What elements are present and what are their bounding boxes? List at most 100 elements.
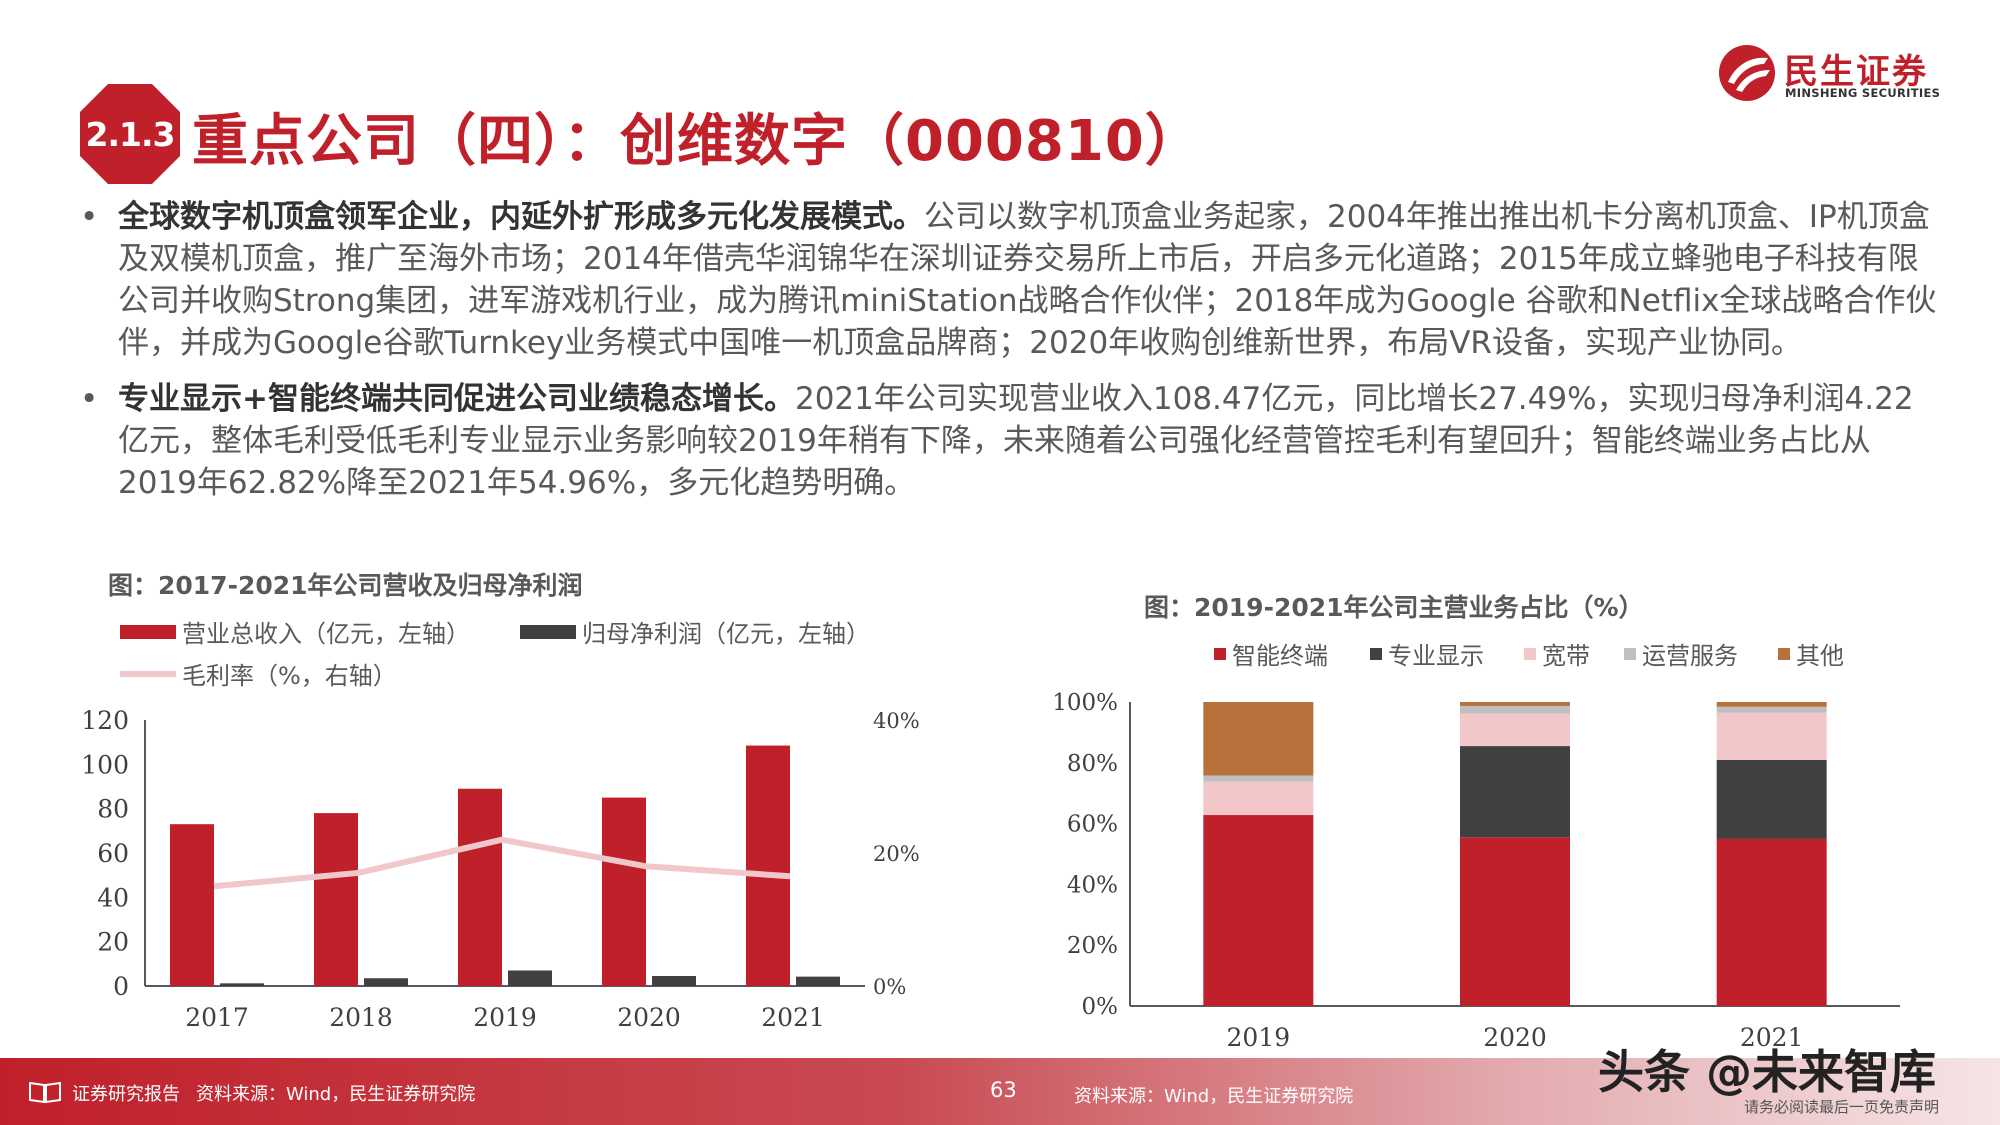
bullet-heading: 专业显示+智能终端共同促进公司业绩稳态增长。 — [118, 381, 795, 417]
stacked-bar-segment — [1203, 815, 1314, 1006]
bullet-item: • 全球数字机顶盒领军企业，内延外扩形成多元化发展模式。公司以数字机顶盒业务起家… — [78, 196, 1938, 364]
footer-source-right: 资料来源：Wind，民生证券研究院 — [1074, 1086, 1354, 1107]
x-tick-label: 2020 — [1483, 1023, 1547, 1052]
bullet-list: • 全球数字机顶盒领军企业，内延外扩形成多元化发展模式。公司以数字机顶盒业务起家… — [78, 196, 1938, 518]
logo-name-cn: 民生证券 — [1784, 52, 1928, 92]
legend-item: 归母净利润（亿元，左轴） — [520, 614, 870, 649]
legend-item: 毛利率（%，右轴） — [120, 656, 397, 691]
legend-label: 其他 — [1796, 642, 1844, 670]
net-profit-bar — [220, 983, 264, 986]
legend-item: 营业总收入（亿元，左轴） — [120, 614, 470, 649]
gross-margin-line — [213, 836, 791, 890]
revenue-bar — [314, 813, 358, 986]
legend-label: 智能终端 — [1232, 642, 1328, 670]
octagon-badge-icon — [80, 84, 180, 184]
section-number: 2.1.3 — [85, 114, 176, 154]
legend-item: 运营服务 — [1624, 636, 1738, 671]
legend-swatch — [520, 624, 576, 639]
stacked-bar-segment — [1716, 838, 1827, 1006]
y-tick-label-left: 60 — [97, 839, 129, 868]
section-badge: 2.1.3 — [78, 82, 182, 186]
minsheng-logo-icon — [1719, 45, 1775, 101]
company-logo: 民生证券 MINSHENG SECURITIES — [1718, 42, 1941, 104]
y-tick-label-left: 100 — [81, 750, 129, 779]
watermark: 头条 @未来智库 — [1598, 1045, 1937, 1099]
legend-swatch — [1778, 647, 1790, 660]
y-tick-label-right: 0% — [873, 975, 906, 999]
logo-name-en: MINSHENG SECURITIES — [1785, 86, 1941, 100]
revenue-bar — [602, 797, 646, 986]
y-tick-label-left: 80 — [97, 795, 129, 824]
stacked-bar-segment — [1716, 759, 1827, 839]
stacked-bar-segment — [1203, 775, 1314, 782]
y-tick-label: 100% — [1052, 690, 1118, 716]
net-profit-bar — [364, 978, 408, 986]
bullet-dot-icon: • — [80, 199, 99, 235]
legend-label: 营业总收入（亿元，左轴） — [182, 620, 470, 648]
stacked-bar-segment — [1716, 706, 1827, 713]
legend-swatch — [120, 670, 176, 677]
footer-disclaimer: 请务必阅读最后一页免责声明 — [1744, 1098, 1940, 1116]
open-book-icon — [29, 1081, 61, 1104]
legend-label: 毛利率（%，右轴） — [182, 662, 397, 690]
bullet-heading: 全球数字机顶盒领军企业，内延外扩形成多元化发展模式。 — [118, 199, 924, 235]
net-profit-bar — [796, 976, 840, 986]
y-tick-label-left: 40 — [97, 883, 129, 912]
legend-item: 宽带 — [1524, 636, 1590, 671]
stacked-bar-segment — [1460, 702, 1570, 706]
y-tick-label: 80% — [1067, 751, 1118, 777]
stacked-bar-segment — [1203, 702, 1314, 776]
stacked-bar-segment — [1716, 702, 1827, 707]
x-tick-label: 2019 — [1227, 1023, 1291, 1052]
revenue-bar — [170, 824, 214, 986]
legend-label: 运营服务 — [1642, 642, 1738, 670]
page-title: 重点公司（四）：创维数字（000810） — [192, 109, 1202, 174]
legend-label: 宽带 — [1542, 642, 1590, 670]
stacked-bar-segment — [1460, 746, 1570, 838]
net-profit-bar — [508, 970, 552, 986]
left-chart-title: 图：2017-2021年公司营收及归母净利润 — [108, 571, 583, 600]
legend-swatch — [1214, 647, 1226, 660]
stacked-bar-segment — [1460, 713, 1570, 747]
page-number: 63 — [990, 1078, 1017, 1102]
stacked-bar-segment — [1460, 837, 1570, 1006]
revenue-bar — [746, 745, 790, 986]
stacked-bar-segment — [1460, 705, 1570, 714]
y-tick-label: 0% — [1082, 994, 1119, 1020]
legend-label: 专业显示 — [1388, 642, 1484, 670]
y-tick-label: 60% — [1067, 812, 1118, 838]
legend-swatch — [1370, 647, 1382, 660]
legend-item: 智能终端 — [1214, 636, 1328, 671]
net-profit-bar — [652, 976, 696, 986]
legend-item: 其他 — [1778, 636, 1844, 671]
y-tick-label-left: 120 — [81, 706, 129, 735]
footer-bar: 证券研究报告 资料来源：Wind，民生证券研究院 63 资料来源：Wind，民生… — [0, 1058, 2000, 1125]
bullet-dot-icon: • — [80, 381, 99, 417]
footer-source-left: 资料来源：Wind，民生证券研究院 — [196, 1084, 476, 1105]
revenue-profit-chart: 0 20 40 60 80 100 120 0% 20% 40% 2017 2018 2019 2020 2… — [81, 706, 920, 1032]
x-tick-label: 2021 — [1740, 1023, 1804, 1052]
y-tick-label: 20% — [1067, 933, 1118, 959]
y-tick-label-right: 20% — [873, 842, 920, 866]
right-chart-title: 图：2019-2021年公司主营业务占比（%） — [1144, 593, 1644, 622]
y-tick-label-left: 20 — [97, 928, 129, 957]
bullet-text: 公司以数字机顶盒业务起家，2004年推出推出机卡分离机顶盒、IP机顶盒及双模机顶… — [118, 199, 1937, 361]
y-tick-label-right: 40% — [873, 709, 920, 733]
legend-swatch — [1524, 647, 1536, 660]
business-mix-chart: 0% 20% 40% 60% 80% 100% 2019 2020 2021 — [1052, 690, 1900, 1052]
bullet-item: • 专业显示+智能终端共同促进公司业绩稳态增长。2021年公司实现营业收入108… — [78, 378, 1938, 504]
bullet-text: 2021年公司实现营业收入108.47亿元，同比增长27.49%，实现归母净利润… — [118, 381, 1914, 501]
y-tick-label-left: 0 — [113, 972, 129, 1001]
x-tick-label: 2019 — [473, 1003, 537, 1032]
legend-swatch — [1624, 647, 1636, 660]
stacked-bar-segment — [1203, 781, 1314, 816]
legend-item: 专业显示 — [1370, 636, 1484, 671]
x-tick-label: 2017 — [185, 1003, 249, 1032]
x-tick-label: 2021 — [761, 1003, 825, 1032]
stacked-bar-segment — [1716, 712, 1827, 760]
footer-report-label: 证券研究报告 — [72, 1084, 180, 1105]
y-tick-label: 40% — [1067, 872, 1118, 898]
legend-swatch — [120, 624, 176, 639]
legend-label: 归母净利润（亿元，左轴） — [582, 620, 870, 648]
x-tick-label: 2020 — [617, 1003, 681, 1032]
